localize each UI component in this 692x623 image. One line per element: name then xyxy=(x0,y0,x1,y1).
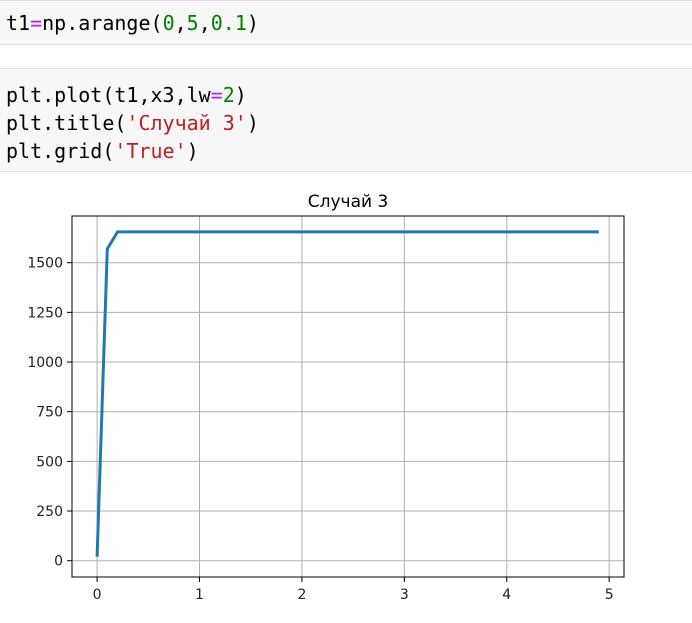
x-tick-label: 3 xyxy=(400,587,409,603)
code-token: ) xyxy=(246,111,259,135)
x-tick-label: 4 xyxy=(502,587,511,603)
code-token: = xyxy=(30,11,43,35)
series-line xyxy=(95,230,599,557)
y-tick-label: 250 xyxy=(36,504,63,520)
y-tick-label: 750 xyxy=(36,405,63,421)
code-token: ) xyxy=(246,11,259,35)
y-tick-label: 0 xyxy=(54,554,63,570)
code-line: t1=np.arange(0,5,0.1) xyxy=(6,9,692,37)
code-token: plt.title( xyxy=(6,111,127,135)
line-chart: Случай 3 0 1 2 3 4 5 0 250 500 750 1000 1250 1500 xyxy=(27,192,625,603)
code-token: 0.1 xyxy=(210,11,247,35)
code-token: 0 xyxy=(162,11,175,35)
code-line: plt.grid('True') xyxy=(6,137,692,165)
code-token: 'True' xyxy=(114,139,187,163)
grid xyxy=(72,216,624,577)
chart-title: Случай 3 xyxy=(308,192,389,212)
code-token: 5 xyxy=(186,11,199,35)
code-token: , xyxy=(198,11,211,35)
code-token: t1 xyxy=(6,11,31,35)
y-tick-label: 500 xyxy=(36,454,63,470)
plot-area xyxy=(95,230,599,557)
code-line: plt.title('Случай 3') xyxy=(6,109,692,137)
code-token: 'Случай 3' xyxy=(126,111,247,135)
x-tick-label: 0 xyxy=(93,587,102,603)
code-token: plt.plot(t1,x3,lw xyxy=(6,83,211,107)
code-token: = xyxy=(210,83,223,107)
code-token: ) xyxy=(234,83,247,107)
code-line: plt.plot(t1,x3,lw=2) xyxy=(6,81,692,109)
code-token: , xyxy=(174,11,187,35)
code-token: np.arange( xyxy=(42,11,163,35)
y-tick-label: 1500 xyxy=(27,256,63,272)
code-cell-arange[interactable]: t1=np.arange(0,5,0.1) xyxy=(0,0,692,45)
y-tick-label: 1000 xyxy=(27,355,63,371)
code-token: ) xyxy=(186,139,199,163)
x-tick-label: 2 xyxy=(297,587,306,603)
axes: 0 1 2 3 4 5 0 250 500 750 1000 1250 1500 xyxy=(27,215,625,603)
code-token: 2 xyxy=(222,83,235,107)
code-token: plt.grid( xyxy=(6,139,115,163)
x-tick-label: 5 xyxy=(605,587,614,603)
axes-frame xyxy=(71,215,625,578)
y-tick-label: 1250 xyxy=(27,305,63,321)
code-cell-plot[interactable]: plt.plot(t1,x3,lw=2) plt.title('Случай 3… xyxy=(0,68,692,172)
x-tick-label: 1 xyxy=(195,587,204,603)
